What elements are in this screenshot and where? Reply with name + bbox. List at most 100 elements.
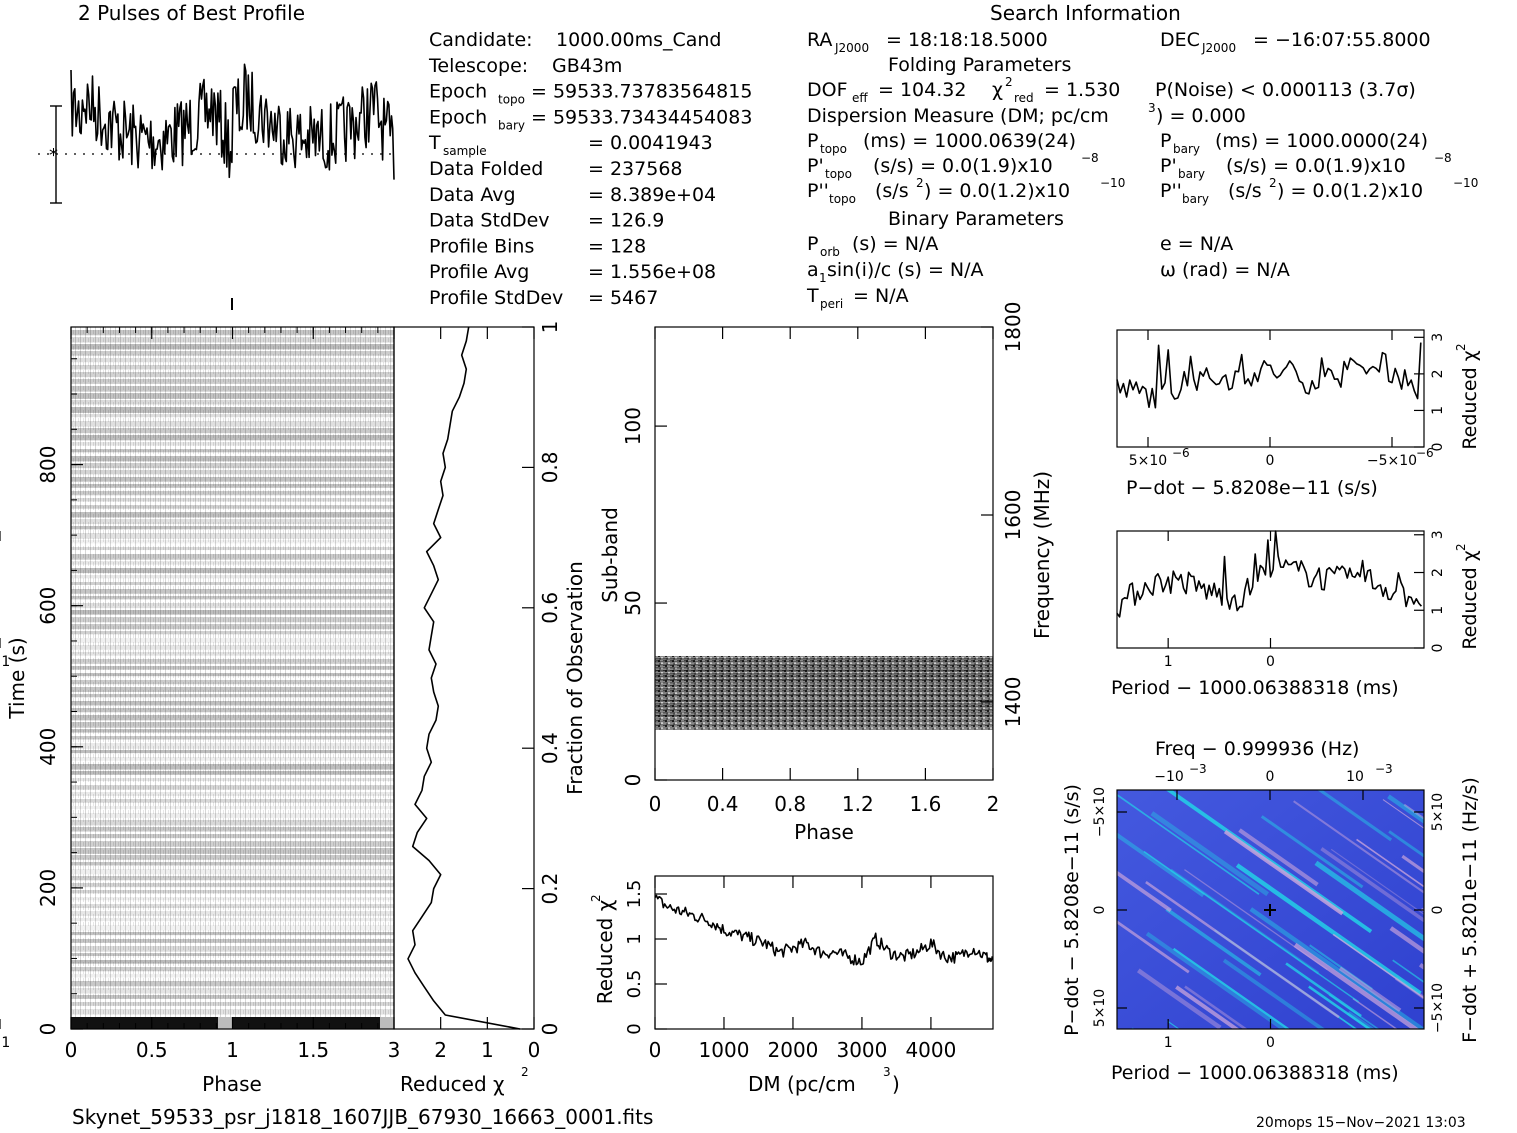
y-tick-label: 1 <box>1430 406 1446 415</box>
ppdot-streak <box>1184 985 1248 1029</box>
svg-text:= −16:07:55.8000: = −16:07:55.8000 <box>1253 29 1431 51</box>
svg-text:P': P' <box>1160 155 1177 177</box>
subband-ylabel: Sub-band <box>598 507 622 603</box>
y2-tick-label: 1600 <box>1001 490 1025 541</box>
y-tick-label: 0.4 <box>538 732 562 764</box>
subband-row <box>655 664 993 666</box>
time-phase-row <box>71 967 394 972</box>
x-tick-label: 1 <box>1164 1035 1173 1051</box>
time-phase-row <box>71 344 394 350</box>
svg-text:DOF: DOF <box>807 79 848 101</box>
x-tick-label: 4000 <box>905 1038 956 1062</box>
time-phase-row <box>71 806 394 810</box>
time-phase-row <box>71 974 394 978</box>
dm-chi2-curve <box>654 894 994 966</box>
x-tick-label: 1 <box>1164 654 1173 670</box>
ppdot-streak <box>1136 968 1222 1029</box>
subband-row <box>655 688 993 690</box>
info-row: Data Avg = 8.389e+04 <box>429 184 716 206</box>
time-phase-row <box>71 652 394 656</box>
x-tick-exponent: −6 <box>1172 446 1190 460</box>
period-chi2-curve <box>1116 530 1422 618</box>
time-phase-row <box>71 834 394 839</box>
time-phase-row <box>71 554 394 560</box>
x2-tick-label: 0 <box>1266 769 1275 785</box>
ppdot-streak <box>1293 942 1420 1029</box>
x-tick-label: 1000 <box>699 1038 750 1062</box>
y-tick-label: 1 <box>624 933 645 944</box>
time-phase-row <box>71 981 394 987</box>
ppdot-streak <box>1235 863 1422 996</box>
time-phase-row <box>71 337 394 343</box>
time-chi2-xlabel: Reduced χ 2 <box>400 1065 529 1096</box>
x-tick-label: −1 <box>0 1035 10 1051</box>
y-tick-label: 200 <box>36 869 60 907</box>
svg-text:): ) <box>892 1072 900 1096</box>
svg-text:(s/s) = 0.0(1.9)x10: (s/s) = 0.0(1.9)x10 <box>1226 155 1406 177</box>
info-value: 1000.00ms_Cand <box>556 29 722 51</box>
subband-row <box>655 658 993 660</box>
period-chi2-panel: 0 1 2 3 1 0 −1 <box>0 530 1446 670</box>
time-chi2-ylabel: Fraction of Observation <box>563 561 587 795</box>
info-row: Data Folded = 237568 <box>429 158 683 180</box>
period-chi2-ylabel: Reduced χ 2 <box>1454 543 1481 649</box>
subband-row <box>655 706 993 708</box>
time-phase-row <box>71 722 394 728</box>
y-tick-label: 3 <box>1430 333 1446 342</box>
subband-row <box>655 661 993 663</box>
svg-text:*: * <box>49 145 58 166</box>
ppdot-y2label: F−dot + 5.8201e−11 (Hz/s) <box>1459 777 1481 1043</box>
time-phase-row <box>71 904 394 909</box>
svg-text:(ms) = 1000.0639(24): (ms) = 1000.0639(24) <box>863 130 1076 152</box>
x2-tick-label: 10 <box>1346 769 1364 785</box>
ppdot-streak <box>1308 985 1372 1029</box>
y-tick-label: −5×10 <box>1092 787 1108 837</box>
info-label: Telescope: <box>428 55 528 77</box>
time-phase-row <box>71 442 394 446</box>
svg-text:sin(i)/c (s) = N/A: sin(i)/c (s) = N/A <box>827 259 984 281</box>
info-row: Profile StdDev = 5467 <box>429 287 658 309</box>
x-tick-label: 1.2 <box>842 792 874 816</box>
svg-text:DM (pc/cm: DM (pc/cm <box>748 1072 856 1096</box>
pbary-line: P bary (ms) = 1000.0000(24) <box>1160 130 1428 156</box>
svg-text:P'': P'' <box>1160 180 1182 202</box>
time-phase-xlabel: Phase <box>202 1072 262 1096</box>
svg-text:(s/s: (s/s <box>875 180 909 202</box>
info-value: = 1.556e+08 <box>588 261 716 283</box>
ppdot-streak <box>1145 881 1340 1019</box>
time-phase-row <box>71 995 394 999</box>
info-label: T <box>428 132 441 154</box>
ppdot-streak <box>1314 860 1424 942</box>
svg-text:bary: bary <box>1178 167 1205 181</box>
svg-text:topo: topo <box>820 142 847 156</box>
time-phase-row <box>71 666 394 670</box>
svg-text:= N/A: = N/A <box>853 285 909 307</box>
time-phase-image <box>71 327 394 1029</box>
search-title: Search Information <box>990 1 1181 25</box>
time-phase-row <box>71 799 394 803</box>
subband-row <box>655 709 993 711</box>
subband-row <box>655 718 993 720</box>
time-phase-row <box>71 827 394 832</box>
x-tick-label: 0 <box>1266 453 1275 469</box>
y-tick-label: 0 <box>36 1023 60 1036</box>
ptopo-line: P topo (ms) = 1000.0639(24) <box>807 130 1076 156</box>
ppdot-streak <box>1175 985 1240 1029</box>
y-tick-label: 0.8 <box>538 451 562 483</box>
x-tick-label: 0 <box>1266 1035 1275 1051</box>
profile-errorbar: * <box>38 105 398 204</box>
svg-text:) = 0.0(1.2)x10: ) = 0.0(1.2)x10 <box>1277 180 1423 202</box>
time-phase-row <box>71 351 394 356</box>
info-label: Profile Bins <box>429 235 534 257</box>
subband-row <box>655 700 993 702</box>
time-phase-row <box>71 379 394 384</box>
omega-line: ω (rad) = N/A <box>1160 259 1290 281</box>
ppdot-streak <box>1184 869 1328 971</box>
x-tick-label: 0.5 <box>136 1038 168 1062</box>
x-tick-label: 1.6 <box>909 792 941 816</box>
ppdot-streak <box>1352 997 1398 1029</box>
time-phase-row <box>71 519 394 525</box>
time-phase-row <box>71 925 394 931</box>
svg-text:−8: −8 <box>1434 151 1452 165</box>
